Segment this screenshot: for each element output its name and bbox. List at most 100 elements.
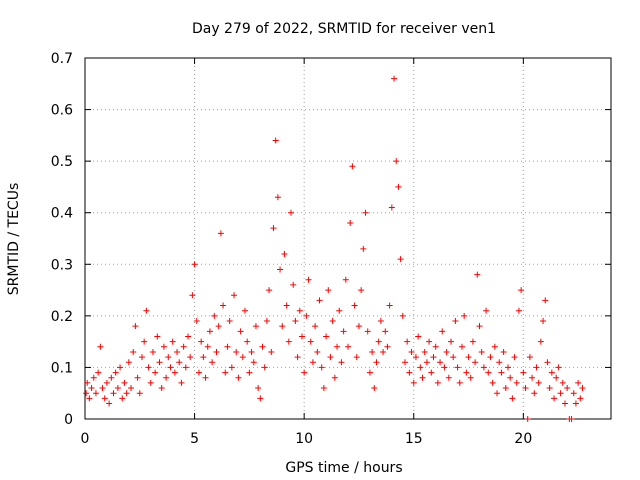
data-point (568, 416, 575, 422)
data-point (347, 220, 354, 227)
data-point (546, 385, 553, 392)
data-point (298, 333, 305, 340)
data-point (553, 374, 560, 381)
data-point (320, 385, 327, 392)
data-point (165, 354, 172, 361)
data-point (178, 379, 185, 386)
data-point (432, 343, 439, 350)
data-point (158, 385, 165, 392)
data-point (163, 374, 170, 381)
data-point (369, 348, 376, 355)
data-point (448, 338, 455, 345)
data-point (353, 354, 360, 361)
data-point (246, 369, 253, 376)
data-point (114, 385, 121, 392)
data-point (502, 385, 509, 392)
data-point (472, 359, 479, 366)
data-point (252, 323, 259, 330)
data-point (412, 354, 419, 361)
data-point (138, 354, 145, 361)
data-point (255, 385, 262, 392)
data-point (364, 328, 371, 335)
data-point (134, 374, 141, 381)
data-point (323, 333, 330, 340)
data-point (533, 364, 540, 371)
data-point (419, 374, 426, 381)
data-point (86, 395, 93, 402)
data-point (187, 354, 194, 361)
data-point (445, 374, 452, 381)
data-point (417, 364, 424, 371)
data-point (103, 379, 110, 386)
data-point (559, 379, 566, 386)
x-axis-label: GPS time / hours (285, 460, 402, 476)
data-point (397, 256, 404, 263)
data-point (279, 323, 286, 330)
data-point (312, 323, 319, 330)
data-point (358, 287, 365, 294)
data-point (270, 225, 277, 232)
x-tick-label: 15 (405, 431, 423, 447)
y-tick-label: 0 (64, 412, 73, 428)
data-point (450, 354, 457, 361)
data-point (406, 369, 413, 376)
data-point (388, 204, 395, 211)
data-point (334, 343, 341, 350)
data-point (288, 209, 295, 216)
data-point (489, 379, 496, 386)
data-point (180, 343, 187, 350)
data-point (314, 348, 321, 355)
data-point (366, 369, 373, 376)
data-point (515, 307, 522, 314)
data-point (294, 354, 301, 361)
data-point (382, 328, 389, 335)
data-point (237, 328, 244, 335)
data-point (283, 302, 290, 309)
data-point (485, 369, 492, 376)
data-point (386, 302, 393, 309)
data-point (257, 395, 264, 402)
y-tick-label: 0.1 (51, 360, 73, 376)
data-point (239, 354, 246, 361)
data-point (564, 385, 571, 392)
data-point (123, 390, 130, 397)
data-point (244, 338, 251, 345)
y-tick-label: 0.6 (51, 103, 73, 119)
data-point (522, 385, 529, 392)
data-point (401, 359, 408, 366)
data-point (511, 354, 518, 361)
data-point (97, 343, 104, 350)
data-point (437, 359, 444, 366)
data-point (384, 343, 391, 350)
data-point (327, 354, 334, 361)
data-point (209, 359, 216, 366)
data-point (461, 312, 468, 319)
data-point (526, 354, 533, 361)
y-tick-label: 0.4 (51, 206, 73, 222)
data-point (292, 318, 299, 325)
data-point (551, 395, 558, 402)
data-point (130, 348, 137, 355)
data-point (480, 364, 487, 371)
data-point (233, 348, 240, 355)
y-tick-label: 0.2 (51, 309, 73, 325)
data-point (542, 297, 549, 304)
data-point (222, 369, 229, 376)
data-point (290, 281, 297, 288)
data-point (185, 333, 192, 340)
data-point (555, 364, 562, 371)
data-point (467, 374, 474, 381)
data-point (535, 379, 542, 386)
x-tick-label: 0 (81, 431, 90, 447)
data-point (224, 343, 231, 350)
data-point (117, 364, 124, 371)
data-point (391, 75, 398, 82)
data-point (441, 364, 448, 371)
data-point (494, 390, 501, 397)
data-point (174, 348, 181, 355)
data-point (195, 369, 202, 376)
x-tick-label: 10 (295, 431, 313, 447)
data-point (360, 245, 367, 252)
data-point (393, 158, 400, 165)
